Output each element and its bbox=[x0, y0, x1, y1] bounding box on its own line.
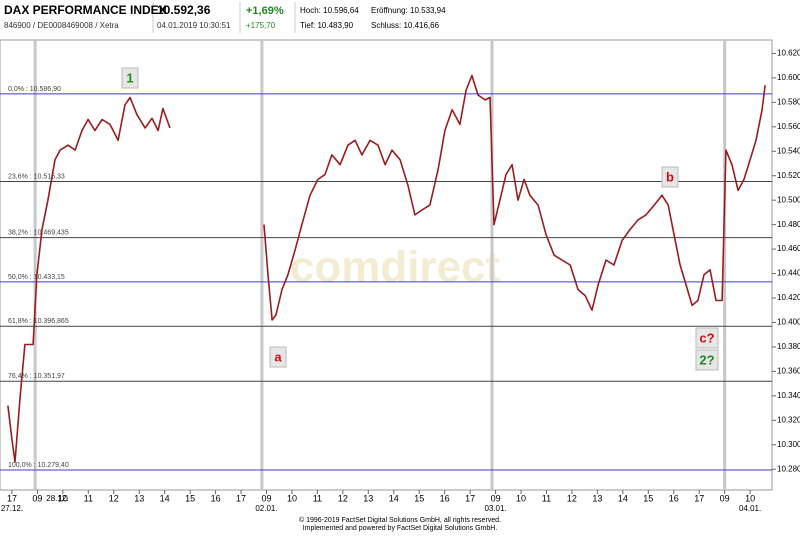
x-tick-label: 16 bbox=[440, 493, 450, 503]
x-tick-label: 10 bbox=[287, 493, 297, 503]
y-tick-label: 10.400 bbox=[777, 318, 800, 327]
y-tick-label: 10.440 bbox=[777, 269, 800, 278]
fib-label: 23,6% : 10.515,33 bbox=[8, 173, 65, 180]
y-tick-label: 10.520 bbox=[777, 171, 800, 180]
high: Hoch: 10.596,64 bbox=[300, 6, 359, 15]
fib-label: 61,8% : 10.396,865 bbox=[8, 318, 69, 325]
x-tick-label: 17 bbox=[465, 493, 475, 503]
y-tick-label: 10.420 bbox=[777, 293, 800, 302]
y-tick-label: 10.460 bbox=[777, 244, 800, 253]
y-tick-label: 10.360 bbox=[777, 366, 800, 375]
annotation-box bbox=[695, 327, 719, 349]
x-tick-label: 17 bbox=[236, 493, 246, 503]
subtitle: 846900 / DE0008469008 / Xetra bbox=[4, 21, 119, 30]
x-date-label: 27.12. bbox=[1, 504, 23, 513]
x-date-label: 28.12. bbox=[46, 494, 68, 503]
y-tick-label: 10.380 bbox=[777, 342, 800, 351]
x-tick-label: 13 bbox=[134, 493, 144, 503]
annotation: 2? bbox=[699, 352, 714, 367]
y-tick-label: 10.280 bbox=[777, 464, 800, 473]
y-tick-label: 10.580 bbox=[777, 97, 800, 106]
x-tick-label: 15 bbox=[643, 493, 653, 503]
x-tick-label: 09 bbox=[32, 493, 42, 503]
x-tick-label: 10 bbox=[745, 493, 755, 503]
close: Schluss: 10.416,66 bbox=[371, 21, 440, 30]
y-tick-label: 10.320 bbox=[777, 415, 800, 424]
change-pct: +1,69% bbox=[246, 5, 284, 17]
x-tick-label: 14 bbox=[389, 493, 399, 503]
annotation: c? bbox=[699, 330, 714, 345]
low: Tief: 10.483,90 bbox=[300, 21, 354, 30]
price: 10.592,36 bbox=[157, 3, 211, 17]
annotation-box bbox=[695, 349, 719, 371]
annotation-box bbox=[269, 346, 287, 368]
x-tick-label: 09 bbox=[720, 493, 730, 503]
annotation: a bbox=[274, 349, 282, 364]
annotation-box bbox=[121, 67, 139, 89]
change-abs: +175,70 bbox=[246, 21, 276, 30]
x-tick-label: 15 bbox=[414, 493, 424, 503]
fib-label: 38,2% : 10.469,435 bbox=[8, 229, 69, 236]
title: DAX PERFORMANCE INDEX bbox=[4, 3, 167, 17]
x-tick-label: 10 bbox=[58, 493, 68, 503]
y-tick-label: 10.500 bbox=[777, 195, 800, 204]
y-tick-label: 10.600 bbox=[777, 73, 800, 82]
x-tick-label: 09 bbox=[261, 493, 271, 503]
x-tick-label: 12 bbox=[109, 493, 119, 503]
fib-label: 0,0% : 10.586,90 bbox=[8, 86, 61, 93]
y-tick-label: 10.560 bbox=[777, 122, 800, 131]
x-tick-label: 17 bbox=[7, 493, 17, 503]
annotation: b bbox=[666, 169, 674, 184]
watermark: comdirect bbox=[290, 243, 501, 292]
x-tick-label: 13 bbox=[363, 493, 373, 503]
footer: Implemented and powered by FactSet Digit… bbox=[303, 525, 498, 532]
x-tick-label: 11 bbox=[542, 493, 551, 503]
x-tick-label: 14 bbox=[618, 493, 628, 503]
x-date-label: 03.01. bbox=[484, 504, 506, 513]
x-tick-label: 10 bbox=[516, 493, 526, 503]
fib-label: 100,0% : 10.279,40 bbox=[8, 462, 69, 469]
x-tick-label: 11 bbox=[313, 493, 322, 503]
x-tick-label: 14 bbox=[160, 493, 170, 503]
x-tick-label: 12 bbox=[567, 493, 577, 503]
x-tick-label: 12 bbox=[338, 493, 348, 503]
x-date-label: 04.01. bbox=[739, 504, 761, 513]
x-tick-label: 15 bbox=[185, 493, 195, 503]
x-tick-label: 16 bbox=[669, 493, 679, 503]
y-tick-label: 10.300 bbox=[777, 440, 800, 449]
annotation: 1 bbox=[126, 70, 133, 85]
open: Eröffnung: 10.533,94 bbox=[371, 6, 446, 15]
y-tick-label: 10.340 bbox=[777, 391, 800, 400]
x-tick-label: 13 bbox=[592, 493, 602, 503]
fib-label: 76,4% : 10.351,97 bbox=[8, 373, 65, 380]
timestamp: 04.01.2019 10:30:51 bbox=[157, 21, 231, 30]
y-tick-label: 10.540 bbox=[777, 146, 800, 155]
footer: © 1996-2019 FactSet Digital Solutions Gm… bbox=[299, 516, 501, 524]
y-tick-label: 10.620 bbox=[777, 49, 800, 58]
price-line bbox=[7, 74, 766, 463]
x-date-label: 02.01. bbox=[255, 504, 277, 513]
x-tick-label: 11 bbox=[84, 493, 93, 503]
x-tick-label: 17 bbox=[694, 493, 704, 503]
annotation-box bbox=[661, 166, 679, 188]
x-tick-label: 16 bbox=[211, 493, 221, 503]
y-tick-label: 10.480 bbox=[777, 220, 800, 229]
plot-area bbox=[0, 39, 773, 491]
x-tick-label: 09 bbox=[491, 493, 501, 503]
